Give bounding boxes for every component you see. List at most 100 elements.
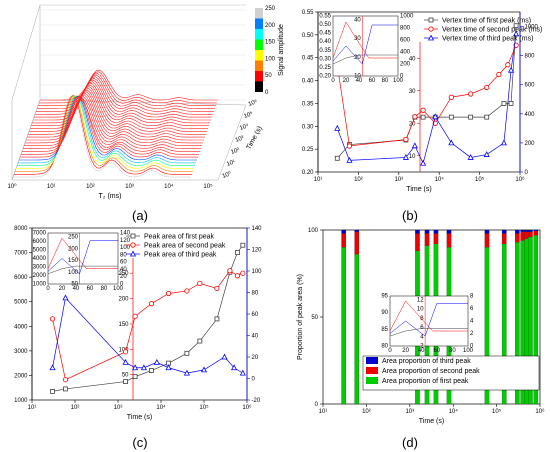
b-inset-x-tick: 40 <box>356 78 363 84</box>
b-series-line <box>336 33 517 165</box>
c-y-right-tick-label: 80 <box>252 291 259 297</box>
c-y-mid-tick-label: 150 <box>118 322 129 328</box>
c-series-point <box>49 364 56 371</box>
c-x-tick-label: 10⁶ <box>242 404 252 411</box>
c-x-tick-label: 10¹ <box>28 405 37 411</box>
b-inset-frame <box>332 15 399 77</box>
d-bar-segment <box>501 233 507 245</box>
c-x-tick-label: 10² <box>71 405 80 411</box>
b-legend-marker <box>428 26 434 32</box>
c-inset-trace <box>47 240 118 275</box>
b-series-point <box>513 23 519 29</box>
c-inset-y-mid-tick: 150 <box>68 258 79 264</box>
b-series-point <box>346 143 353 149</box>
d-inset-y-mid-tick: 4 <box>420 334 424 340</box>
c-inset-y-right-tick: 100 <box>120 245 131 251</box>
b-y-right-tick-label: 600 <box>525 83 536 89</box>
c-inset-y-mid-tick: 50 <box>71 282 78 288</box>
d-bar-segment <box>484 229 490 234</box>
colorbar-segment <box>255 81 263 92</box>
c-inset-y-mid-tick: 200 <box>68 246 79 252</box>
b-series-point <box>448 94 454 100</box>
b-series-point <box>334 124 341 131</box>
b-inset-y-left-tick: 0.20 <box>319 74 331 80</box>
c-inset-y-right-tick: 140 <box>120 231 131 237</box>
b-inset-x-tick: 0 <box>331 78 335 84</box>
panel-b: 10¹ 10² 10³ 10⁴ 10⁵ 10⁶ Time (s) 0.20 0.25 0.30 0.… <box>302 10 543 193</box>
c-inset-y-left-tick: 6000 <box>33 239 47 245</box>
c-inset-y-left-tick: 4000 <box>33 256 47 262</box>
spectrum-curve <box>34 79 212 118</box>
c-series-point <box>227 268 233 274</box>
spectrum-curve <box>37 74 215 109</box>
c-series-point <box>49 316 56 322</box>
d-x-tick-label: 10¹ <box>319 409 328 415</box>
b-inset-trace <box>332 21 398 59</box>
d-legend-swatch <box>366 367 378 374</box>
c-series-point <box>122 349 129 355</box>
b-inset-y-left-tick: 0.35 <box>319 48 331 54</box>
c-inset-frame <box>47 232 119 285</box>
d-bar-segment <box>341 233 347 248</box>
d-legend-label: Area proportion of second peak <box>382 368 480 375</box>
b-series-point <box>484 114 490 120</box>
d-bar-segment <box>446 233 452 248</box>
d-inset-y-mid-tick: 8 <box>420 316 424 322</box>
b-y-left-tick-label: 0.40 <box>302 79 314 85</box>
b-inset-y-right-tick: 600 <box>400 38 411 44</box>
c-inset-y-right-tick: 40 <box>120 267 127 273</box>
c-series-point <box>123 379 128 384</box>
colorbar-segment <box>255 60 263 71</box>
c-series-point <box>140 364 147 371</box>
c-series-point <box>234 273 241 279</box>
b-legend-marker <box>428 17 434 23</box>
d-inset-y-mid-tick: 12 <box>417 298 424 304</box>
spectrum-curve <box>14 94 192 175</box>
spectrum-curve <box>18 95 196 164</box>
c-inset-x-tick: 80 <box>101 286 108 292</box>
colorbar-segment <box>255 18 263 29</box>
spectrum-curve <box>38 73 216 106</box>
b-x-tick-label: 10² <box>354 177 363 183</box>
d-bar-segment <box>415 233 420 251</box>
b-y-left-tick-label: 0.35 <box>302 101 314 107</box>
d-inset-trace <box>389 300 468 332</box>
spectrum-curve <box>36 76 214 112</box>
c-y-left-tick-label: 3000 <box>14 349 28 355</box>
spectrum-curve <box>26 92 204 141</box>
b-series-point <box>412 114 418 120</box>
c-legend-marker <box>130 242 136 248</box>
b-inset-y-mid-tick: 10 <box>354 74 361 80</box>
c-y-right-tick-label: 40 <box>252 334 259 340</box>
c-x-label: Time (s) <box>127 414 152 421</box>
c-legend-marker <box>129 250 137 257</box>
c-inset-trace <box>47 265 118 275</box>
b-y-left-tick-label: 0.55 <box>302 10 314 16</box>
d-inset-x-tick: 40 <box>418 348 425 354</box>
d-x-tick-label: 10⁴ <box>449 408 459 415</box>
spectrum-curve <box>16 95 194 169</box>
b-inset-x-tick: 60 <box>369 78 376 84</box>
c-y-right-tick-label: 60 <box>252 312 259 318</box>
c-legend-label: Peak area of third peak <box>144 252 217 259</box>
d-x-label: Time (s) <box>419 418 444 425</box>
b-y-mid-tick-label: 40 <box>409 56 416 62</box>
d-legend-frame <box>362 355 540 391</box>
a-x-tick-label: 10⁵ <box>203 183 213 190</box>
b-legend-marker <box>427 34 435 41</box>
a-x-tick-label: 10¹ <box>47 184 56 190</box>
panel-a: 10⁰ 10¹ 10² 10³ 10⁴ 10⁵ T₂ (ms) 10⁰ 10¹ 10² 10³ 10⁴… <box>7 4 285 200</box>
spectrum-curve <box>20 95 198 158</box>
c-y-right-tick-label: 20 <box>252 355 259 361</box>
colorbar-segment <box>255 71 263 82</box>
b-series-point <box>402 153 409 160</box>
b-inset-x-tick: 80 <box>382 78 389 84</box>
a-y-tick-label: 10³ <box>235 135 245 144</box>
spectrum-curve <box>27 91 205 138</box>
b-y-left-tick-label: 0.50 <box>302 33 314 39</box>
b-series-point <box>513 30 520 37</box>
c-series-point <box>132 313 138 319</box>
d-inset-y-mid-tick: 10 <box>417 307 424 313</box>
